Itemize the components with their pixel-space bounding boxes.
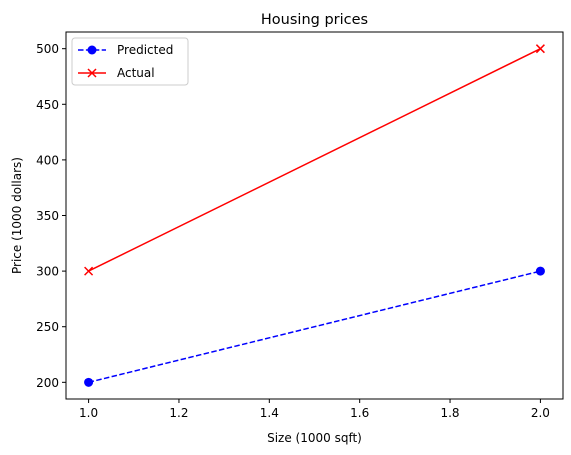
y-tick-label: 300 (36, 265, 59, 279)
x-axis-ticks: 1.0 1.2 1.4 1.6 1.8 2.0 (79, 399, 550, 420)
plot-area (66, 32, 563, 399)
y-axis-label: Price (1000 dollars) (10, 157, 24, 274)
y-tick-label: 400 (36, 153, 59, 167)
x-tick-label: 1.8 (440, 406, 459, 420)
data-point-predicted (84, 377, 94, 387)
legend: Predicted Actual (71, 37, 189, 86)
x-tick-label: 1.6 (350, 406, 369, 420)
data-point-actual (535, 44, 545, 54)
y-tick-label: 500 (36, 42, 59, 56)
y-tick-label: 250 (36, 320, 59, 334)
x-axis-label: Size (1000 sqft) (267, 431, 362, 445)
series-line-predicted (88, 270, 541, 384)
y-tick-label: 200 (36, 376, 59, 390)
chart-title: Housing prices (261, 12, 368, 28)
data-point-actual (84, 266, 94, 276)
x-tick-label: 2.0 (531, 406, 550, 420)
legend-entry-predicted: Predicted (78, 43, 173, 57)
series-line-actual (88, 48, 541, 272)
legend-entry-actual: Actual (78, 66, 155, 80)
legend-actual-marker (87, 68, 97, 78)
x-tick-label: 1.0 (79, 406, 98, 420)
data-point-predicted (535, 266, 545, 276)
y-tick-label: 450 (36, 98, 59, 112)
y-tick-label: 350 (36, 209, 59, 223)
legend-predicted-label: Predicted (117, 43, 173, 57)
plot-frame (65, 31, 564, 400)
series-layer (84, 44, 545, 387)
x-tick-label: 1.4 (260, 406, 279, 420)
y-axis-ticks: 200 250 300 350 400 450 500 (36, 42, 66, 390)
legend-actual-label: Actual (117, 66, 155, 80)
legend-predicted-marker (87, 45, 97, 55)
x-tick-label: 1.2 (169, 406, 188, 420)
